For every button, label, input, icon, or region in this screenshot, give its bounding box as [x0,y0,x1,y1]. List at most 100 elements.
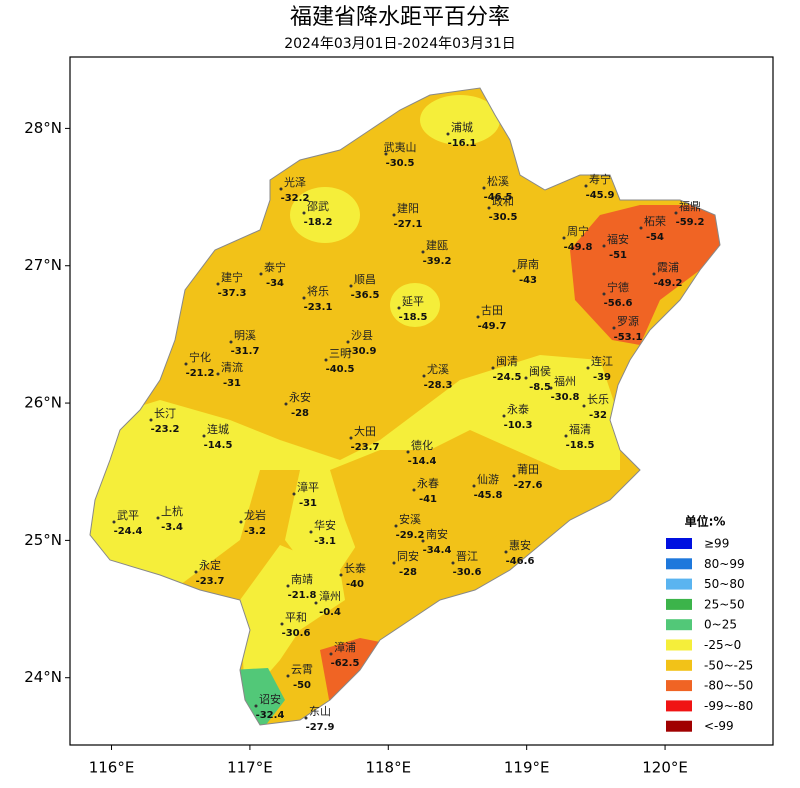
station-name: 德化 [411,438,433,452]
subtitle: 2024年03月01日-2024年03月31日 [284,36,516,52]
station-value: -62.5 [331,658,360,669]
station-dot [329,652,333,656]
station-name: 长汀 [154,407,176,420]
legend-label: <-99 [704,719,734,733]
station-dot [254,704,258,708]
station-value: -32.4 [256,710,285,721]
station-dot [652,272,656,276]
station-name: 三明 [329,347,351,360]
station-name: 建宁 [221,270,243,284]
station-value: -32.2 [281,193,310,204]
station-dot [394,524,398,528]
y-tick-label: 28°N [24,119,62,137]
station-value: -30.6 [453,567,482,578]
station-dot [476,315,480,319]
station-dot [304,716,308,720]
station-dot [491,366,495,370]
legend-swatch [666,639,692,651]
x-tick-label: 118°E [365,759,411,777]
station-name: 泰宁 [264,260,286,274]
station-value: -21.8 [288,590,317,601]
station-value: -27.9 [306,722,335,733]
station-name: 安溪 [399,512,421,526]
station-value: -56.6 [604,298,633,309]
station-value: -18.5 [566,440,595,451]
station-dot [451,561,455,565]
legend-swatch [666,538,692,549]
station-name: 顺昌 [354,273,376,286]
station-name: 漳平 [297,480,319,494]
station-dot [286,584,290,588]
station-value: -0.4 [319,607,341,618]
station-dot [562,236,566,240]
station-name: 福鼎 [679,199,701,213]
y-tick-label: 24°N [24,668,62,686]
station-name: 大田 [354,424,376,438]
x-tick-label: 119°E [504,759,550,777]
station-value: -3.1 [314,536,336,547]
station-name: 龙岩 [244,508,266,522]
legend-label: -99~-80 [704,699,753,713]
station-dot [302,296,306,300]
station-value: -45.9 [586,190,615,201]
station-value: -3.4 [161,522,183,533]
station-name: 松溪 [487,174,509,188]
station-value: -39.2 [423,256,452,267]
station-dot [349,436,353,440]
station-value: -23.7 [196,576,225,587]
station-name: 沙县 [351,329,373,342]
station-name: 长乐 [587,393,609,406]
station-name: 光泽 [284,175,306,189]
station-dot [549,386,553,390]
station-dot [339,573,343,577]
station-name: 闽清 [496,355,518,368]
station-name: 宁德 [607,280,629,294]
station-dot [314,601,318,605]
legend-label: 25~50 [704,597,745,611]
station-value: -23.2 [151,424,180,435]
legend: 单位:% ≥99 80~99 50~80 25~50 0~25 -25~0 -50~-25 -8… [666,514,753,733]
station-dot [292,492,296,496]
station-name: 上杭 [161,504,183,518]
station-name: 建阳 [397,201,419,215]
station-dot [586,366,590,370]
station-name: 同安 [397,549,419,563]
station-value: -28.3 [424,380,453,391]
station-name: 东山 [309,705,331,718]
station-name: 晋江 [456,550,478,563]
legend-label: -80~-50 [704,679,753,693]
station-dot [392,561,396,565]
frame [69,56,774,746]
legend-label: 80~99 [704,557,745,571]
station-value: -23.7 [351,442,380,453]
station-value: -45.8 [474,490,503,501]
legend-swatch [666,700,692,712]
station-dot [422,374,426,378]
station-name: 永泰 [507,402,529,416]
station-name: 诏安 [259,692,281,706]
station-value: -51 [609,250,627,261]
legend-title: 单位:% [685,514,726,529]
station-name: 惠安 [509,538,531,552]
station-value: -23.1 [304,302,333,313]
station-value: -16.1 [448,138,477,149]
station-value: -30.9 [348,346,377,357]
station-value: -28 [399,567,417,578]
station-name: 福安 [607,232,629,246]
station-name: 永安 [289,390,311,404]
station-name: 罗源 [617,314,639,328]
station-dot [639,226,643,230]
station-value: -8.5 [529,382,551,393]
station-name: 清流 [221,360,243,374]
station-dot [602,292,606,296]
station-value: -18.5 [399,312,428,323]
legend-label: -50~-25 [704,658,753,672]
station-value: -14.4 [408,456,437,467]
station-dot [216,372,220,376]
x-tick-label: 120°E [642,759,688,777]
station-value: -49.8 [564,242,593,253]
station-dot [302,211,306,215]
station-value: -30.6 [282,628,311,639]
station-value: -30.5 [386,158,415,169]
